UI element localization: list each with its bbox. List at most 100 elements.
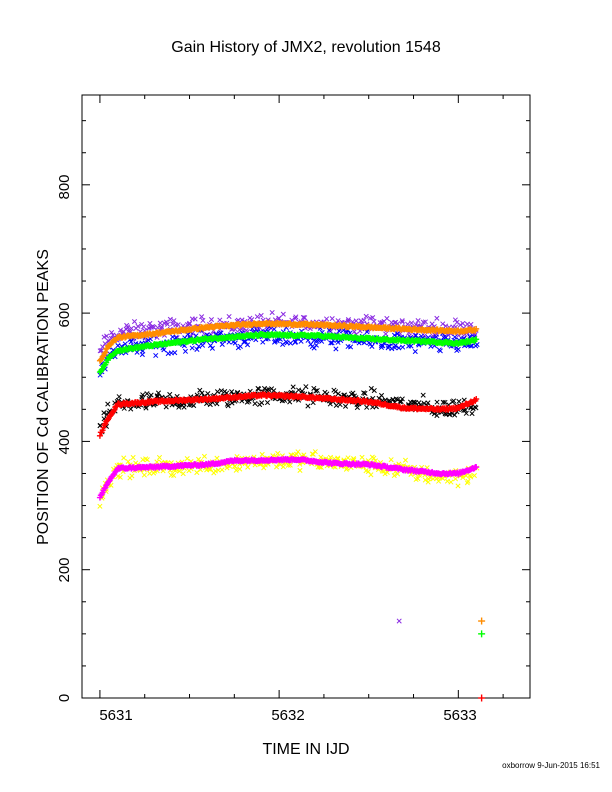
point: [353, 318, 359, 324]
point: [333, 402, 339, 409]
point: [348, 344, 354, 350]
point: [288, 340, 294, 346]
point: [225, 403, 231, 409]
axis-ticks: [82, 95, 530, 699]
outlier-point: [478, 694, 486, 702]
point: [201, 453, 207, 459]
point: [172, 350, 178, 356]
point: [298, 338, 304, 344]
y-tick-label-600: 600: [56, 302, 73, 327]
point: [175, 322, 181, 328]
point: [153, 352, 159, 359]
point: [329, 316, 335, 322]
point: [156, 454, 163, 461]
point: [214, 455, 220, 461]
point: [244, 342, 251, 348]
point: [141, 324, 147, 330]
point: [434, 315, 440, 321]
plot-frame: [81, 94, 531, 699]
point: [161, 347, 167, 353]
point: [460, 320, 466, 326]
point: [371, 318, 377, 325]
point: [367, 341, 373, 347]
point: [408, 343, 414, 349]
point: [335, 391, 341, 397]
point: [226, 313, 232, 320]
point: [187, 320, 193, 326]
point: [455, 346, 461, 352]
point: [194, 346, 200, 352]
point: [468, 321, 474, 327]
point: [345, 317, 351, 323]
point: [121, 455, 127, 461]
point: [218, 330, 224, 336]
point: [189, 345, 195, 351]
point: [292, 315, 298, 321]
point: [436, 478, 442, 484]
point: [336, 328, 342, 334]
point: [199, 314, 205, 320]
point: [164, 321, 171, 327]
point: [128, 325, 134, 331]
point: [232, 463, 238, 469]
point: [224, 401, 230, 407]
point: [399, 319, 405, 325]
point: [332, 389, 339, 395]
y-tick-label-800: 800: [56, 174, 73, 199]
point: [184, 456, 190, 462]
x-tick-label-5632: 5632: [271, 707, 304, 724]
point: [471, 473, 477, 479]
point: [415, 318, 421, 324]
y-tick-label-400: 400: [56, 429, 73, 454]
point: [97, 372, 103, 378]
point: [323, 316, 330, 322]
point: [194, 470, 200, 476]
point: [259, 451, 265, 457]
point: [192, 316, 198, 322]
point: [219, 467, 225, 473]
point: [259, 400, 265, 406]
point: [434, 412, 440, 419]
point: [105, 401, 111, 407]
point: [420, 392, 426, 398]
point: [181, 404, 187, 410]
point: [275, 450, 281, 456]
point: [271, 326, 277, 332]
point: [405, 321, 411, 327]
point: [456, 398, 462, 404]
point: [399, 318, 405, 324]
series-6: [96, 331, 486, 638]
point: [207, 343, 214, 349]
point: [364, 404, 370, 410]
point: [342, 403, 349, 409]
point: [144, 391, 150, 397]
point: [97, 348, 103, 354]
point: [125, 324, 131, 330]
point: [217, 317, 223, 323]
point: [384, 315, 390, 322]
point: [209, 345, 215, 351]
point: [237, 466, 243, 472]
point: [408, 320, 415, 326]
point: [182, 348, 189, 354]
point: [122, 341, 128, 347]
point: [370, 315, 376, 321]
point: [167, 316, 173, 322]
point: [219, 341, 225, 347]
data-marks: [96, 309, 486, 702]
point: [361, 317, 367, 323]
point: [378, 392, 385, 398]
point: [180, 471, 186, 477]
series-7: [96, 391, 486, 702]
point: [109, 329, 115, 336]
point: [455, 483, 461, 489]
point: [131, 319, 138, 325]
point: [130, 454, 136, 461]
point: [141, 472, 147, 478]
point: [232, 340, 238, 346]
point: [135, 323, 141, 329]
point: [363, 313, 369, 319]
point: [406, 343, 412, 349]
point: [290, 384, 296, 390]
